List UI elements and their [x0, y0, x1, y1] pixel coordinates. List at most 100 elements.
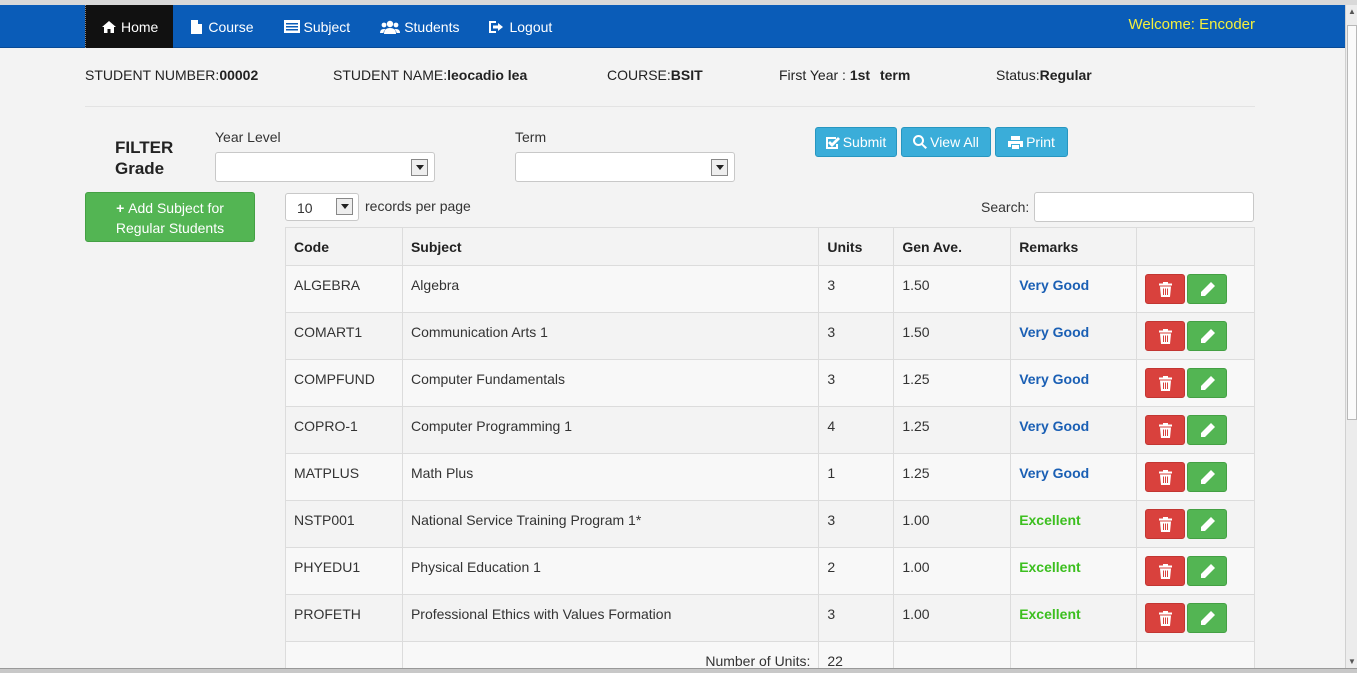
delete-button[interactable]	[1145, 321, 1186, 351]
pencil-icon	[1200, 610, 1215, 625]
student-name: STUDENT NAME:leocadio lea	[333, 67, 528, 83]
search-label: Search:	[981, 199, 1030, 215]
cell-subject: Professional Ethics with Values Formatio…	[401, 594, 820, 642]
cell-subject: Computer Programming 1	[401, 406, 820, 454]
trash-icon	[1158, 281, 1172, 297]
scroll-up-icon[interactable]: ▲	[1348, 7, 1356, 16]
nav-item-home[interactable]: Home	[85, 5, 174, 48]
cell-gen-ave: 1.25	[893, 453, 1012, 501]
users-icon	[380, 20, 401, 34]
edit-button[interactable]	[1187, 274, 1228, 304]
cell-subject: Algebra	[401, 265, 820, 313]
cell-actions	[1136, 594, 1255, 642]
view-all-button[interactable]: View All	[901, 127, 991, 157]
submit-button[interactable]: Submit	[815, 127, 897, 157]
trash-icon	[1158, 469, 1172, 485]
edit-button[interactable]	[1187, 556, 1228, 586]
term-value: 1st	[849, 67, 871, 83]
nav-item-label: Logout	[509, 18, 553, 35]
cell-gen-ave: 1.00	[893, 594, 1012, 642]
grades-table: Code Subject Units Gen Ave. Remarks ALGE…	[285, 227, 1255, 673]
cell-remarks: Very Good	[1010, 453, 1138, 501]
nav-item-subject[interactable]: Subject	[269, 5, 366, 48]
edit-button[interactable]	[1187, 462, 1228, 492]
delete-button[interactable]	[1145, 368, 1186, 398]
delete-button[interactable]	[1145, 603, 1186, 633]
top-navbar: Home Course Subject Students Logout	[0, 5, 1345, 48]
cell-gen-ave: 1.00	[893, 547, 1012, 595]
pencil-icon	[1200, 563, 1215, 578]
cell-code: PHYEDU1	[285, 547, 403, 595]
edit-button[interactable]	[1187, 321, 1228, 351]
table-row: MATPLUS Math Plus 1 1.25 Very Good	[285, 453, 1255, 501]
student-course: COURSE:BSIT	[607, 67, 703, 83]
trash-icon	[1158, 422, 1172, 438]
column-header-actions	[1136, 227, 1255, 266]
cell-code: PROFETH	[285, 594, 403, 642]
chevron-down-icon	[411, 159, 428, 176]
scrollbar-thumb[interactable]	[1347, 25, 1357, 420]
column-header-units[interactable]: Units	[818, 227, 895, 266]
cell-remarks: Very Good	[1010, 406, 1138, 454]
term-select[interactable]	[515, 152, 735, 182]
add-subject-button[interactable]: + Add Subject for Regular Students	[85, 192, 255, 242]
nav-item-label: Subject	[303, 18, 351, 35]
nav-item-logout[interactable]: Logout	[474, 5, 567, 48]
edit-button[interactable]	[1187, 603, 1228, 633]
print-button[interactable]: Print	[995, 127, 1068, 157]
cell-remarks: Very Good	[1010, 265, 1138, 313]
cell-actions	[1136, 500, 1255, 548]
cell-units: 3	[818, 265, 895, 313]
nav-item-students[interactable]: Students	[365, 5, 474, 48]
delete-button[interactable]	[1145, 556, 1186, 586]
column-header-code[interactable]: Code	[285, 227, 403, 266]
cell-subject: Computer Fundamentals	[401, 359, 820, 407]
home-icon	[101, 20, 117, 34]
delete-button[interactable]	[1145, 415, 1186, 445]
records-per-page-select[interactable]: 10	[285, 193, 359, 221]
edit-button[interactable]	[1187, 415, 1228, 445]
search-input[interactable]	[1034, 192, 1254, 222]
table-row: PHYEDU1 Physical Education 1 2 1.00 Exce…	[285, 547, 1255, 595]
cell-remarks: Very Good	[1010, 359, 1138, 407]
nav-item-label: Home	[121, 18, 159, 35]
cell-units: 3	[818, 312, 895, 360]
table-row: PROFETH Professional Ethics with Values …	[285, 594, 1255, 642]
student-number-value: 00002	[219, 67, 259, 83]
filter-grade-title: FILTER Grade	[115, 138, 174, 178]
student-status-value: Regular	[1039, 67, 1092, 83]
page-scrollbar[interactable]: ▲ ▼	[1345, 5, 1357, 668]
column-header-remarks[interactable]: Remarks	[1010, 227, 1138, 266]
delete-button[interactable]	[1145, 509, 1186, 539]
cell-subject: Physical Education 1	[401, 547, 820, 595]
cell-remarks: Excellent	[1010, 547, 1138, 595]
plus-icon: +	[116, 200, 129, 216]
cell-actions	[1136, 453, 1255, 501]
cell-subject: Math Plus	[401, 453, 820, 501]
trash-icon	[1158, 563, 1172, 579]
cell-code: NSTP001	[285, 500, 403, 548]
edit-button[interactable]	[1187, 509, 1228, 539]
search-icon	[913, 135, 928, 149]
delete-button[interactable]	[1145, 462, 1186, 492]
table-row: COMART1 Communication Arts 1 3 1.50 Very…	[285, 312, 1255, 360]
cell-units: 1	[818, 453, 895, 501]
table-row: COPRO-1 Computer Programming 1 4 1.25 Ve…	[285, 406, 1255, 454]
cell-actions	[1136, 312, 1255, 360]
nav-item-course[interactable]: Course	[173, 5, 268, 48]
pencil-icon	[1200, 469, 1215, 484]
student-status: Status:Regular	[996, 67, 1092, 83]
table-header-row: Code Subject Units Gen Ave. Remarks	[285, 227, 1255, 266]
edit-button[interactable]	[1187, 368, 1228, 398]
column-header-gen-ave[interactable]: Gen Ave.	[893, 227, 1012, 266]
cell-remarks: Excellent	[1010, 594, 1138, 642]
scroll-down-icon[interactable]: ▼	[1348, 657, 1356, 666]
delete-button[interactable]	[1145, 274, 1186, 304]
taskbar-strip	[0, 668, 1357, 673]
cell-code: COMPFUND	[285, 359, 403, 407]
cell-actions	[1136, 406, 1255, 454]
cell-remarks: Very Good	[1010, 312, 1138, 360]
cell-gen-ave: 1.25	[893, 359, 1012, 407]
column-header-subject[interactable]: Subject	[401, 227, 820, 266]
year-level-select[interactable]	[215, 152, 435, 182]
